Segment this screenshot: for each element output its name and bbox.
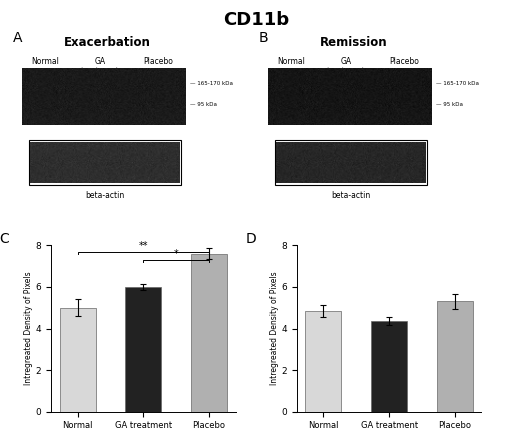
Text: — 165-170 kDa: — 165-170 kDa (436, 81, 479, 86)
Text: — 165-170 kDa: — 165-170 kDa (190, 81, 233, 86)
Text: *: * (174, 249, 179, 259)
Text: Placebo: Placebo (143, 57, 173, 66)
Text: beta-actin: beta-actin (331, 191, 371, 200)
Y-axis label: Intregreated Density of Pixels: Intregreated Density of Pixels (24, 272, 33, 385)
Text: Normal: Normal (277, 57, 305, 66)
Text: Exacerbation: Exacerbation (64, 36, 151, 49)
Text: Remission: Remission (319, 36, 387, 49)
Text: Normal: Normal (31, 57, 59, 66)
Bar (437, 301, 473, 412)
Text: B: B (259, 31, 268, 45)
Text: — 95 kDa: — 95 kDa (436, 102, 463, 106)
Text: A: A (13, 31, 23, 45)
Y-axis label: Intregreated Density of Pixels: Intregreated Density of Pixels (270, 272, 279, 385)
Bar (59, 307, 96, 412)
Text: C: C (0, 232, 9, 246)
FancyBboxPatch shape (275, 140, 427, 185)
Bar (191, 254, 227, 412)
Bar (371, 321, 407, 412)
Text: **: ** (139, 241, 148, 251)
FancyBboxPatch shape (29, 140, 181, 185)
Bar (305, 311, 342, 412)
Text: CD11b: CD11b (223, 11, 289, 29)
Text: — 95 kDa: — 95 kDa (190, 102, 218, 106)
Bar (125, 287, 161, 412)
Text: GA
treatment: GA treatment (81, 57, 120, 76)
Text: GA
treatment: GA treatment (327, 57, 366, 76)
Text: Placebo: Placebo (389, 57, 419, 66)
Text: beta-actin: beta-actin (86, 191, 125, 200)
Text: D: D (245, 232, 256, 246)
